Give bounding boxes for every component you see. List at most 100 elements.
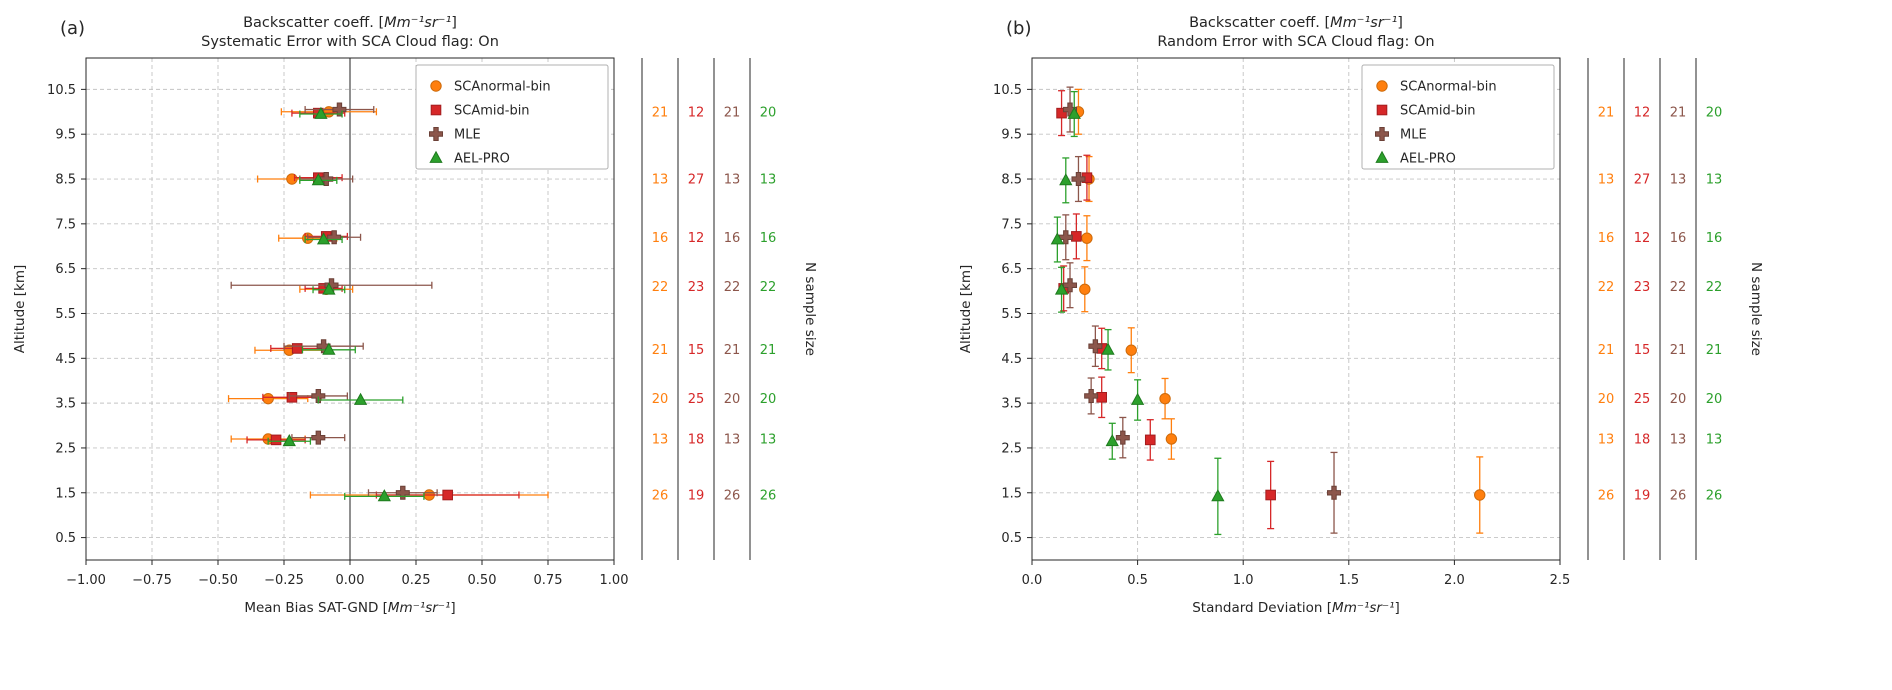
marker-SCAnormal-bin (1159, 392, 1171, 405)
sample-size-value: 21 (724, 343, 741, 358)
y-tick-label: 5.5 (55, 307, 76, 322)
y-tick-label: 4.5 (1001, 352, 1022, 367)
sample-size-value: 21 (1598, 105, 1615, 120)
sample-size-value: 13 (1598, 173, 1615, 188)
marker-AEL-PRO (1101, 342, 1115, 355)
marker-SCAnormal-bin (1081, 232, 1093, 244)
sample-size-value: 15 (1634, 343, 1651, 358)
y-tick-label: 10.5 (47, 83, 76, 98)
panel-b: 0.0 0.5 1.0 1.5 2.0 2.5 0.5 1.5 2.5 3.5 4.5 5.5 6.5 7… (946, 0, 1892, 686)
marker-AEL-PRO (1059, 173, 1073, 186)
marker-SCAmid-bin (270, 434, 282, 446)
sample-size-value: 19 (688, 489, 705, 504)
y-tick-label: 8.5 (55, 173, 76, 188)
legend-marker-SCAnormal-bin (430, 80, 442, 92)
x-tick-label: 0.00 (336, 573, 365, 588)
x-axis-label: Standard Deviation [Mm⁻¹sr⁻¹] (1192, 600, 1400, 616)
y-tick-label: 1.5 (1001, 486, 1022, 501)
marker-AEL-PRO (314, 106, 328, 119)
sample-size-value: 12 (1634, 231, 1651, 246)
x-tick-label: 1.5 (1338, 573, 1359, 588)
sample-size-value: 21 (1706, 343, 1723, 358)
marker-SCAmid-bin (286, 391, 298, 403)
sample-size-value: 13 (1670, 432, 1687, 447)
marker-AEL-PRO (282, 433, 296, 447)
sample-size-value: 13 (724, 173, 741, 188)
legend-box (1361, 64, 1555, 170)
marker-AEL-PRO (1130, 392, 1145, 405)
grid (1031, 58, 1561, 560)
sample-size-value: 16 (724, 231, 741, 246)
sample-size-value: 26 (724, 489, 741, 504)
n-sample-size-label: N sample size (1748, 262, 1764, 356)
legend-label: AEL-PRO (1400, 152, 1456, 167)
y-tick-label: 7.5 (55, 217, 76, 232)
x-tick-label: 0.5 (1127, 573, 1148, 588)
panel-a: −1.00 −0.75 −0.50 −0.25 0.00 0.25 0.50 0.75 1.00… (0, 0, 946, 686)
sample-size-value: 26 (652, 489, 669, 504)
sample-size-value: 18 (688, 432, 705, 447)
sample-size-value: 16 (1670, 231, 1687, 246)
y-axis-label: Altitude [km] (12, 265, 28, 354)
legend-label: MLE (1400, 128, 1427, 143)
y-tick-label: 4.5 (55, 352, 76, 367)
sample-size-value: 12 (1634, 105, 1651, 120)
marker-AEL-PRO (1050, 232, 1064, 245)
sample-size-value: 22 (760, 280, 777, 295)
marker-AEL-PRO (311, 173, 325, 186)
marker-SCAnormal-bin (286, 173, 298, 185)
y-tick-label: 3.5 (55, 397, 76, 412)
sample-size-value: 13 (760, 173, 777, 188)
x-tick-label: 0.25 (402, 573, 431, 588)
y-axis-label: Altitude [km] (958, 265, 974, 354)
sample-size-value: 27 (1634, 173, 1651, 188)
sample-size-value: 13 (1706, 173, 1723, 188)
x-axis-label: Mean Bias SAT-GND [Mm⁻¹sr⁻¹] (244, 600, 455, 616)
sample-size-value: 25 (1634, 392, 1651, 407)
x-tick-label: 2.0 (1444, 573, 1465, 588)
marker-SCAnormal-bin (1125, 344, 1137, 356)
sample-size-value: 20 (1598, 392, 1615, 407)
axes-spines (1031, 57, 1561, 561)
series-MLE (1058, 86, 1342, 534)
sample-size-value: 23 (688, 280, 705, 295)
marker-AEL-PRO (322, 282, 336, 295)
marker-SCAmid-bin (1071, 231, 1082, 242)
marker-SCAnormal-bin (1165, 433, 1178, 445)
sample-size-value: 12 (688, 231, 705, 246)
y-tick-label: 0.5 (55, 531, 76, 546)
y-tick-label: 7.5 (1001, 217, 1022, 232)
sample-size-value: 22 (724, 280, 741, 295)
x-tick-label: −1.00 (66, 573, 106, 588)
chart-svg-(a): −1.00 −0.75 −0.50 −0.25 0.00 0.25 0.50 0.75 1.00… (12, 15, 818, 616)
sample-size-value: 21 (724, 105, 741, 120)
sample-size-value: 21 (1670, 343, 1687, 358)
marker-AEL-PRO (1067, 106, 1081, 119)
sample-size-value: 21 (1670, 105, 1687, 120)
sample-size-value: 22 (1670, 280, 1687, 295)
y-tick-label: 8.5 (1001, 173, 1022, 188)
marker-MLE (327, 230, 342, 245)
sample-size-value: 25 (688, 392, 705, 407)
marker-AEL-PRO (377, 489, 391, 502)
sample-size-value: 21 (760, 343, 777, 358)
x-tick-label: −0.50 (198, 573, 238, 588)
sample-size-value: 23 (1634, 280, 1651, 295)
marker-MLE (1084, 388, 1099, 403)
series-AEL-PRO (1050, 90, 1225, 536)
sample-size-value: 26 (1670, 489, 1687, 504)
y-tick-label: 5.5 (1001, 307, 1022, 322)
series-AEL-PRO (267, 106, 425, 502)
sample-size-value: 20 (1706, 392, 1723, 407)
marker-MLE (311, 430, 326, 445)
legend-marker-SCAnormal-bin (1376, 80, 1388, 92)
y-tick-label: 0.5 (1001, 531, 1022, 546)
sample-size-value: 20 (1706, 105, 1723, 120)
panel-title: Backscatter coeff. [Mm⁻¹sr⁻¹] (243, 15, 457, 31)
sample-size-value: 26 (760, 489, 777, 504)
marker-AEL-PRO (1054, 282, 1069, 295)
legend-box (415, 64, 609, 170)
sample-size-value: 21 (652, 343, 669, 358)
y-tick-label: 6.5 (1001, 262, 1022, 277)
